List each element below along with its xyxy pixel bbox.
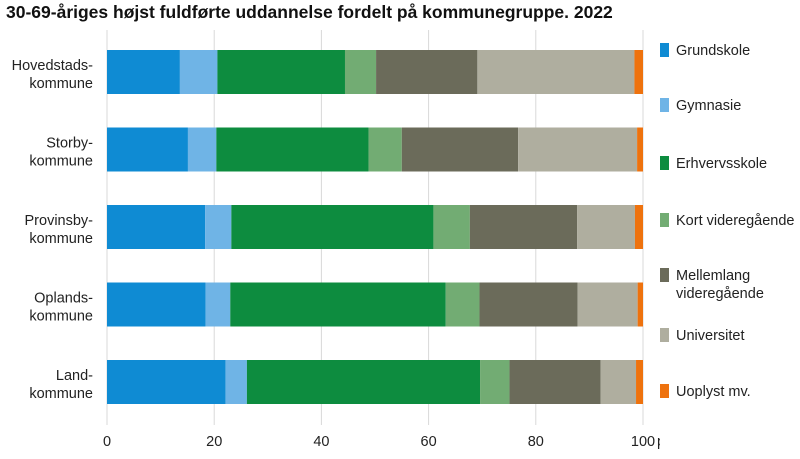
bar-segment: [637, 282, 643, 327]
x-tick-label: 100: [631, 434, 655, 450]
category-label-line: kommune: [29, 386, 93, 402]
legend-item: Erhvervsskole: [660, 155, 798, 173]
bar-segment: [480, 360, 510, 404]
legend-swatch: [660, 384, 669, 398]
legend-label-line: Uoplyst mv.: [676, 384, 751, 400]
legend-swatch: [660, 43, 669, 57]
bar-segment: [344, 50, 377, 94]
category-label-line: Storby-: [46, 136, 93, 152]
bar-segment: [433, 205, 470, 249]
legend-label-line: videregående: [676, 286, 764, 302]
category-label: Provinsby-kommune: [25, 213, 94, 247]
legend-label-line: Universitet: [676, 328, 745, 344]
bar-segment: [231, 205, 434, 249]
legend-swatch: [660, 328, 669, 342]
chart-title: 30-69-åriges højst fuldførte uddannelse …: [6, 2, 613, 22]
legend-label: Uoplyst mv.: [676, 383, 798, 401]
category-label-line: Oplands-: [34, 291, 93, 307]
category-label: Oplands-kommune: [29, 291, 93, 325]
legend-item: Universitet: [660, 327, 798, 345]
bar-segment: [509, 360, 601, 404]
category-label-line: kommune: [29, 231, 93, 247]
category-label: Storby-kommune: [29, 136, 93, 170]
legend-label-line: Kort videregående: [676, 213, 795, 229]
legend-swatch: [660, 268, 669, 282]
x-tick-label: 40: [313, 434, 329, 450]
bar-segment: [479, 282, 578, 327]
x-tick-label: 80: [528, 434, 544, 450]
bar-segment: [230, 282, 446, 327]
bar-segment: [107, 360, 226, 404]
x-tick-label: 60: [421, 434, 437, 450]
legend-item: Uoplyst mv.: [660, 383, 798, 401]
bar-segment: [107, 205, 206, 249]
bar-segment: [107, 282, 206, 327]
bar-segment: [634, 50, 643, 94]
bar-segment: [217, 50, 345, 94]
bar-segment: [179, 50, 218, 94]
bar-segment: [246, 360, 481, 404]
legend-label-line: Gymnasie: [676, 98, 742, 114]
bar-segment: [577, 205, 635, 249]
legend-item: Gymnasie: [660, 97, 798, 115]
bar-segment: [205, 205, 232, 249]
legend-label: Grundskole: [676, 42, 798, 60]
bar-segment: [600, 360, 637, 404]
bar-segment: [216, 127, 369, 172]
category-label-line: kommune: [29, 76, 93, 92]
legend-label-line: Mellemlang: [676, 268, 751, 284]
bar-segment: [445, 282, 480, 327]
legend-swatch: [660, 156, 669, 170]
legend-label: Mellemlang videregående: [676, 267, 798, 303]
category-label-line: Hovedstads-: [12, 58, 94, 74]
bar-segment: [577, 282, 638, 327]
bar-segment: [205, 282, 231, 327]
category-label: Land-kommune: [29, 368, 93, 402]
category-label-line: kommune: [29, 154, 93, 170]
category-label-line: Provinsby-: [25, 213, 94, 229]
bar-segment: [107, 127, 188, 172]
legend-label: Erhvervsskole: [676, 155, 798, 173]
bar-segment: [107, 50, 180, 94]
bar-segment: [518, 127, 638, 172]
bar-segment: [636, 360, 643, 404]
legend-item: Mellemlang videregående: [660, 267, 798, 303]
x-tick-label: 20: [206, 434, 222, 450]
category-label-line: kommune: [29, 309, 93, 325]
bar-segment: [225, 360, 247, 404]
bar-segment: [477, 50, 635, 94]
legend-item: Grundskole: [660, 42, 798, 60]
legend-label: Gymnasie: [676, 97, 798, 115]
bar-segment: [401, 127, 519, 172]
legend-swatch: [660, 98, 669, 112]
x-tick-label: 0: [103, 434, 111, 450]
category-label: Hovedstads-kommune: [12, 58, 94, 92]
bar-segment: [376, 50, 478, 94]
legend-item: Kort videregående: [660, 212, 798, 230]
legend-label: Universitet: [676, 327, 798, 345]
bar-segment: [634, 205, 643, 249]
bar-segment: [469, 205, 578, 249]
bar-chart-plot: Hovedstads-kommuneStorby-kommuneProvinsb…: [12, 30, 660, 450]
legend-label-line: Grundskole: [676, 43, 751, 59]
category-label-line: Land-: [56, 368, 93, 384]
legend-label: Kort videregående: [676, 212, 798, 230]
bar-segment: [187, 127, 217, 172]
legend-swatch: [660, 213, 669, 227]
bar-segment: [368, 127, 402, 172]
chart-legend: Grundskole Gymnasie Erhvervsskole Kort vide…: [660, 0, 800, 459]
bar-segment: [637, 127, 643, 172]
legend-label-line: Erhvervsskole: [676, 156, 768, 172]
x-unit-label: ptc.: [657, 434, 660, 450]
